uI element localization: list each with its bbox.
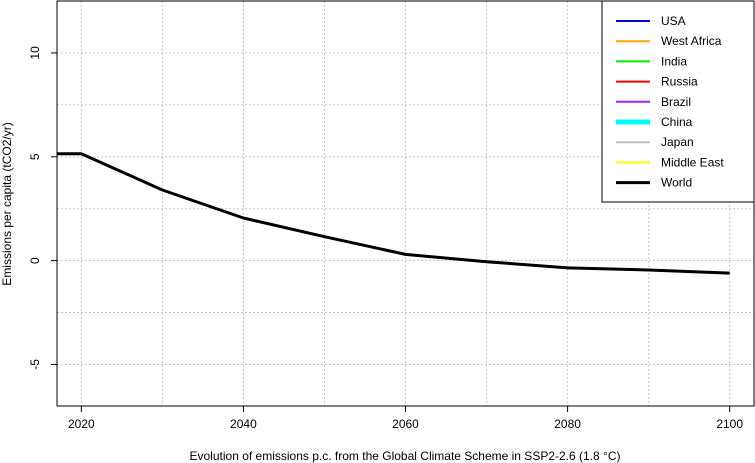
legend-label: Brazil xyxy=(661,95,691,109)
series-layer xyxy=(57,152,730,275)
y-axis-label: Emissions per capita (tCO2/yr) xyxy=(0,122,14,285)
legend-label: USA xyxy=(661,14,686,28)
x-tick-label: 2080 xyxy=(554,417,581,431)
x-tick-label: 2100 xyxy=(716,417,743,431)
x-tick-label: 2020 xyxy=(68,417,95,431)
legend-label: World xyxy=(661,176,692,190)
legend: USA West Africa India Russia Brazil China Japa… xyxy=(601,0,755,203)
axis-layer: 2020 2040 2060 2080 2100 -5 0 5 10 xyxy=(28,46,743,431)
legend-label: West Africa xyxy=(661,34,722,48)
y-tick-label: 10 xyxy=(28,46,42,60)
legend-label: Middle East xyxy=(661,155,724,169)
series-line-world xyxy=(57,152,730,275)
legend-label: Russia xyxy=(661,75,698,89)
y-tick-label: -5 xyxy=(28,359,42,370)
legend-label: Japan xyxy=(661,135,694,149)
legend-label: India xyxy=(661,54,687,68)
y-tick-label: 0 xyxy=(28,257,42,264)
legend-label: China xyxy=(661,115,693,129)
x-axis-label: Evolution of emissions p.c. from the Glo… xyxy=(190,449,621,463)
y-tick-label: 5 xyxy=(28,153,42,160)
x-tick-label: 2040 xyxy=(230,417,257,431)
x-tick-label: 2060 xyxy=(392,417,419,431)
